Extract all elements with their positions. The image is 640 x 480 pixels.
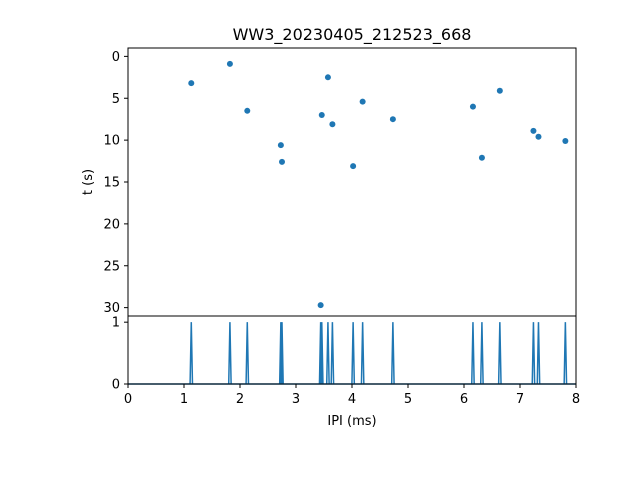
scatter-point-0 [188,80,195,87]
spike-15 [531,322,536,385]
top-y-tick-label-3: 15 [103,176,120,191]
spike-12 [471,322,475,385]
scatter-point-8 [329,121,336,128]
top-y-ticks: 0 5 10 15 20 25 30 [103,50,128,316]
scatter-point-5 [317,302,324,309]
bottom-axes-frame [127,315,577,385]
scatter-point-11 [389,116,396,123]
spike-6 [319,322,324,385]
x-tick-label-3: 3 [292,392,300,407]
spike-7 [325,322,330,385]
scatter-point-16 [535,133,542,140]
bottom-y-tick-label-1: 1 [112,316,120,331]
top-y-tick-label-2: 10 [103,134,120,149]
scatter-point-12 [469,103,476,110]
scatter-point-1 [226,60,233,67]
x-axis-label: IPI (ms) [327,414,376,429]
spike-2 [245,322,250,385]
top-y-axis-label: t (s) [81,169,96,195]
spike-0 [189,322,194,385]
bottom-y-ticks: 01 [112,316,128,393]
x-tick-label-0: 0 [124,392,132,407]
x-tick-label-5: 5 [404,392,412,407]
scatter-point-3 [277,142,284,149]
x-tick-label-8: 8 [572,392,580,407]
x-tick-label-1: 1 [180,392,188,407]
spike-4 [280,322,284,385]
spike-14 [497,322,502,385]
x-tick-label-6: 6 [460,392,468,407]
top-panel: 0 5 10 15 20 25 30 WW3_20230405_212523_668 t (… [81,25,577,317]
scatter-point-10 [359,98,366,105]
bottom-y-tick-label-0: 0 [112,378,120,393]
spike-9 [351,322,356,385]
scatter-point-13 [478,154,485,161]
x-tick-label-4: 4 [348,392,356,407]
scatter-point-6 [318,112,325,118]
top-y-tick-label-6: 30 [103,301,120,316]
spike-8 [330,322,335,385]
spike-11 [390,322,395,385]
top-axes-background [128,48,576,316]
chart-title: WW3_20230405_212523_668 [233,25,472,45]
scatter-point-2 [244,107,251,114]
x-tick-label-7: 7 [516,392,524,407]
scatter-point-4 [279,158,285,165]
bottom-x-ticks: 0 1 2 3 4 5 6 7 8 [124,384,580,407]
top-y-tick-label-0: 0 [112,50,120,65]
spike-10 [360,322,365,385]
x-tick-label-2: 2 [236,392,244,407]
top-y-tick-label-5: 25 [103,259,120,274]
scatter-point-15 [530,127,537,134]
top-y-tick-label-4: 20 [103,217,120,232]
spike-13 [479,322,484,385]
top-scatter-points [188,60,569,309]
scatter-point-14 [496,87,503,94]
scatter-point-9 [350,163,357,170]
scatter-point-17 [562,137,569,144]
spike-1 [227,322,232,385]
spike-16 [536,322,541,385]
spike-17 [563,322,568,385]
top-y-tick-label-1: 5 [112,92,120,107]
scatter-point-7 [324,74,331,81]
